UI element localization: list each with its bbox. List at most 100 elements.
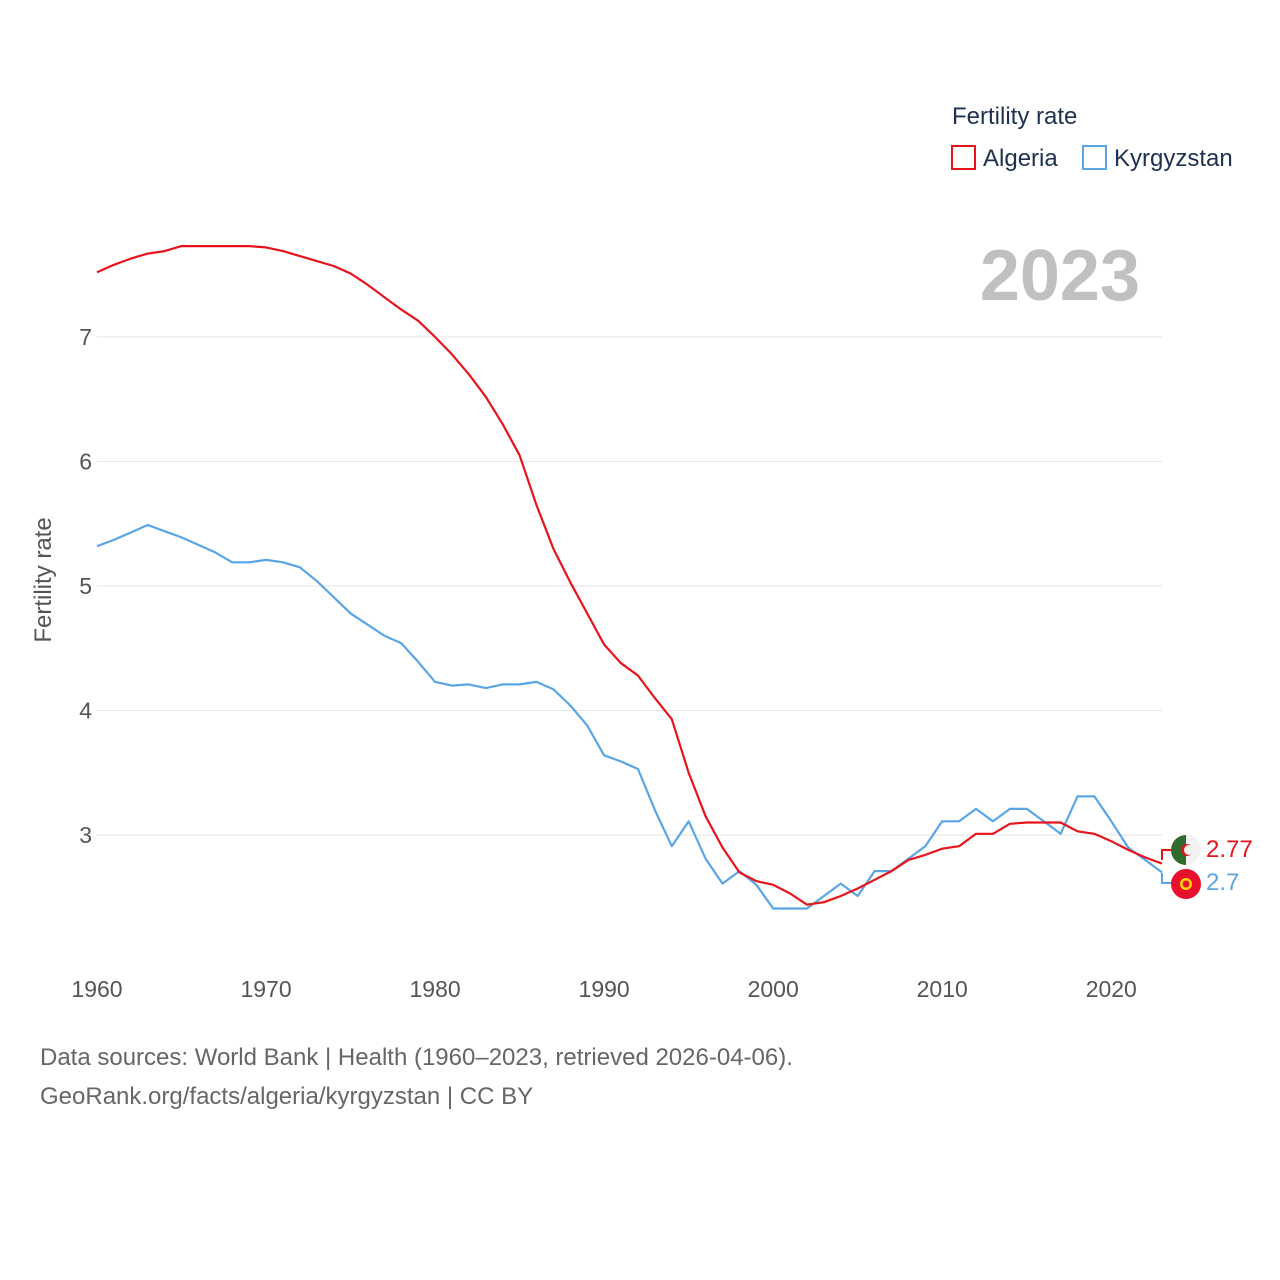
data-point-kyrgyzstan[interactable] — [1074, 792, 1082, 800]
data-point-algeria[interactable] — [144, 250, 152, 258]
data-point-algeria[interactable] — [566, 578, 574, 586]
data-point-algeria[interactable] — [752, 877, 760, 885]
data-point-kyrgyzstan[interactable] — [178, 533, 186, 541]
data-point-algeria[interactable] — [516, 451, 524, 459]
data-point-kyrgyzstan[interactable] — [262, 556, 270, 564]
data-point-kyrgyzstan[interactable] — [1006, 805, 1014, 813]
data-point-kyrgyzstan[interactable] — [194, 541, 202, 549]
data-point-kyrgyzstan[interactable] — [566, 702, 574, 710]
data-point-kyrgyzstan[interactable] — [465, 680, 473, 688]
data-point-algeria[interactable] — [1040, 819, 1048, 827]
data-point-kyrgyzstan[interactable] — [499, 680, 507, 688]
series-line-algeria[interactable] — [96, 245, 1163, 906]
data-point-kyrgyzstan[interactable] — [431, 678, 439, 686]
data-point-kyrgyzstan[interactable] — [1023, 805, 1031, 813]
data-point-algeria[interactable] — [989, 830, 997, 838]
data-point-kyrgyzstan[interactable] — [380, 632, 388, 640]
data-point-kyrgyzstan[interactable] — [972, 805, 980, 813]
data-point-kyrgyzstan[interactable] — [769, 905, 777, 913]
data-point-algeria[interactable] — [330, 262, 338, 270]
data-point-algeria[interactable] — [482, 393, 490, 401]
data-point-algeria[interactable] — [228, 242, 236, 250]
data-point-kyrgyzstan[interactable] — [516, 680, 524, 688]
data-point-kyrgyzstan[interactable] — [854, 892, 862, 900]
data-point-algeria[interactable] — [397, 306, 405, 314]
data-point-algeria[interactable] — [1141, 853, 1149, 861]
data-point-kyrgyzstan[interactable] — [583, 721, 591, 729]
data-point-kyrgyzstan[interactable] — [921, 842, 929, 850]
data-point-kyrgyzstan[interactable] — [161, 527, 169, 535]
data-point-algeria[interactable] — [1090, 830, 1098, 838]
data-point-algeria[interactable] — [93, 268, 101, 276]
data-point-kyrgyzstan[interactable] — [397, 639, 405, 647]
data-point-algeria[interactable] — [786, 890, 794, 898]
data-point-algeria[interactable] — [549, 545, 557, 553]
data-point-algeria[interactable] — [1023, 819, 1031, 827]
data-point-algeria[interactable] — [820, 898, 828, 906]
data-point-kyrgyzstan[interactable] — [364, 621, 372, 629]
data-point-algeria[interactable] — [1124, 846, 1132, 854]
data-point-algeria[interactable] — [904, 856, 912, 864]
data-point-algeria[interactable] — [719, 844, 727, 852]
data-point-algeria[interactable] — [651, 694, 659, 702]
data-point-algeria[interactable] — [347, 270, 355, 278]
data-point-algeria[interactable] — [938, 845, 946, 853]
data-point-algeria[interactable] — [837, 892, 845, 900]
data-point-kyrgyzstan[interactable] — [955, 817, 963, 825]
data-point-kyrgyzstan[interactable] — [347, 609, 355, 617]
data-point-algeria[interactable] — [617, 659, 625, 667]
legend-item-kyrgyzstan[interactable]: Kyrgyzstan — [1082, 145, 1233, 172]
data-point-kyrgyzstan[interactable] — [685, 817, 693, 825]
data-point-kyrgyzstan[interactable] — [448, 682, 456, 690]
data-point-kyrgyzstan[interactable] — [668, 842, 676, 850]
data-point-kyrgyzstan[interactable] — [600, 751, 608, 759]
data-point-kyrgyzstan[interactable] — [245, 558, 253, 566]
data-point-kyrgyzstan[interactable] — [110, 536, 118, 544]
data-point-algeria[interactable] — [465, 370, 473, 378]
data-point-algeria[interactable] — [685, 769, 693, 777]
data-point-kyrgyzstan[interactable] — [634, 765, 642, 773]
data-point-kyrgyzstan[interactable] — [279, 558, 287, 566]
data-point-algeria[interactable] — [1057, 819, 1065, 827]
data-point-kyrgyzstan[interactable] — [533, 678, 541, 686]
data-point-algeria[interactable] — [1107, 837, 1115, 845]
data-point-kyrgyzstan[interactable] — [549, 685, 557, 693]
data-point-kyrgyzstan[interactable] — [296, 563, 304, 571]
data-point-algeria[interactable] — [364, 281, 372, 289]
data-point-algeria[interactable] — [211, 242, 219, 250]
data-point-algeria[interactable] — [702, 812, 710, 820]
data-point-algeria[interactable] — [955, 842, 963, 850]
data-point-kyrgyzstan[interactable] — [313, 577, 321, 585]
data-point-kyrgyzstan[interactable] — [228, 558, 236, 566]
data-point-algeria[interactable] — [854, 885, 862, 893]
data-point-algeria[interactable] — [313, 257, 321, 265]
data-point-algeria[interactable] — [735, 868, 743, 876]
data-point-algeria[interactable] — [499, 420, 507, 428]
data-point-algeria[interactable] — [431, 333, 439, 341]
data-point-kyrgyzstan[interactable] — [414, 658, 422, 666]
data-point-algeria[interactable] — [262, 243, 270, 251]
data-point-algeria[interactable] — [921, 851, 929, 859]
data-point-algeria[interactable] — [194, 242, 202, 250]
data-point-kyrgyzstan[interactable] — [786, 905, 794, 913]
data-point-algeria[interactable] — [888, 867, 896, 875]
data-point-algeria[interactable] — [296, 252, 304, 260]
data-point-algeria[interactable] — [1074, 827, 1082, 835]
series-line-kyrgyzstan[interactable] — [96, 523, 1163, 910]
data-point-kyrgyzstan[interactable] — [211, 548, 219, 556]
data-point-kyrgyzstan[interactable] — [93, 542, 101, 550]
data-point-algeria[interactable] — [127, 255, 135, 263]
data-point-algeria[interactable] — [600, 641, 608, 649]
data-point-algeria[interactable] — [414, 317, 422, 325]
data-point-algeria[interactable] — [448, 350, 456, 358]
data-point-algeria[interactable] — [769, 881, 777, 889]
data-point-kyrgyzstan[interactable] — [651, 806, 659, 814]
data-point-kyrgyzstan[interactable] — [989, 817, 997, 825]
data-point-kyrgyzstan[interactable] — [1057, 830, 1065, 838]
data-point-kyrgyzstan[interactable] — [702, 855, 710, 863]
data-point-algeria[interactable] — [1006, 820, 1014, 828]
data-point-algeria[interactable] — [380, 293, 388, 301]
data-point-kyrgyzstan[interactable] — [719, 880, 727, 888]
data-point-kyrgyzstan[interactable] — [938, 817, 946, 825]
data-point-algeria[interactable] — [110, 261, 118, 269]
